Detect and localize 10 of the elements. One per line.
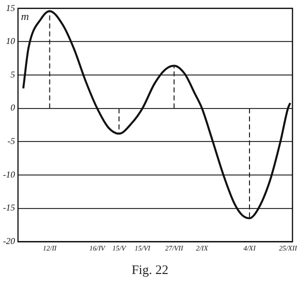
y-tick-label: -15 <box>2 202 16 213</box>
y-tick-label: 0 <box>10 102 16 113</box>
caption: Fig. 22 <box>130 262 170 278</box>
y-axis-title: m <box>20 10 29 23</box>
y-tick-label: -20 <box>2 236 16 246</box>
y-tick-label: -10 <box>2 169 16 180</box>
y-tick-label: -5 <box>7 136 16 146</box>
y-tick-label: 10 <box>6 36 16 46</box>
y-tick-label: 5 <box>10 69 16 80</box>
y-tick-label: 15 <box>6 2 16 13</box>
